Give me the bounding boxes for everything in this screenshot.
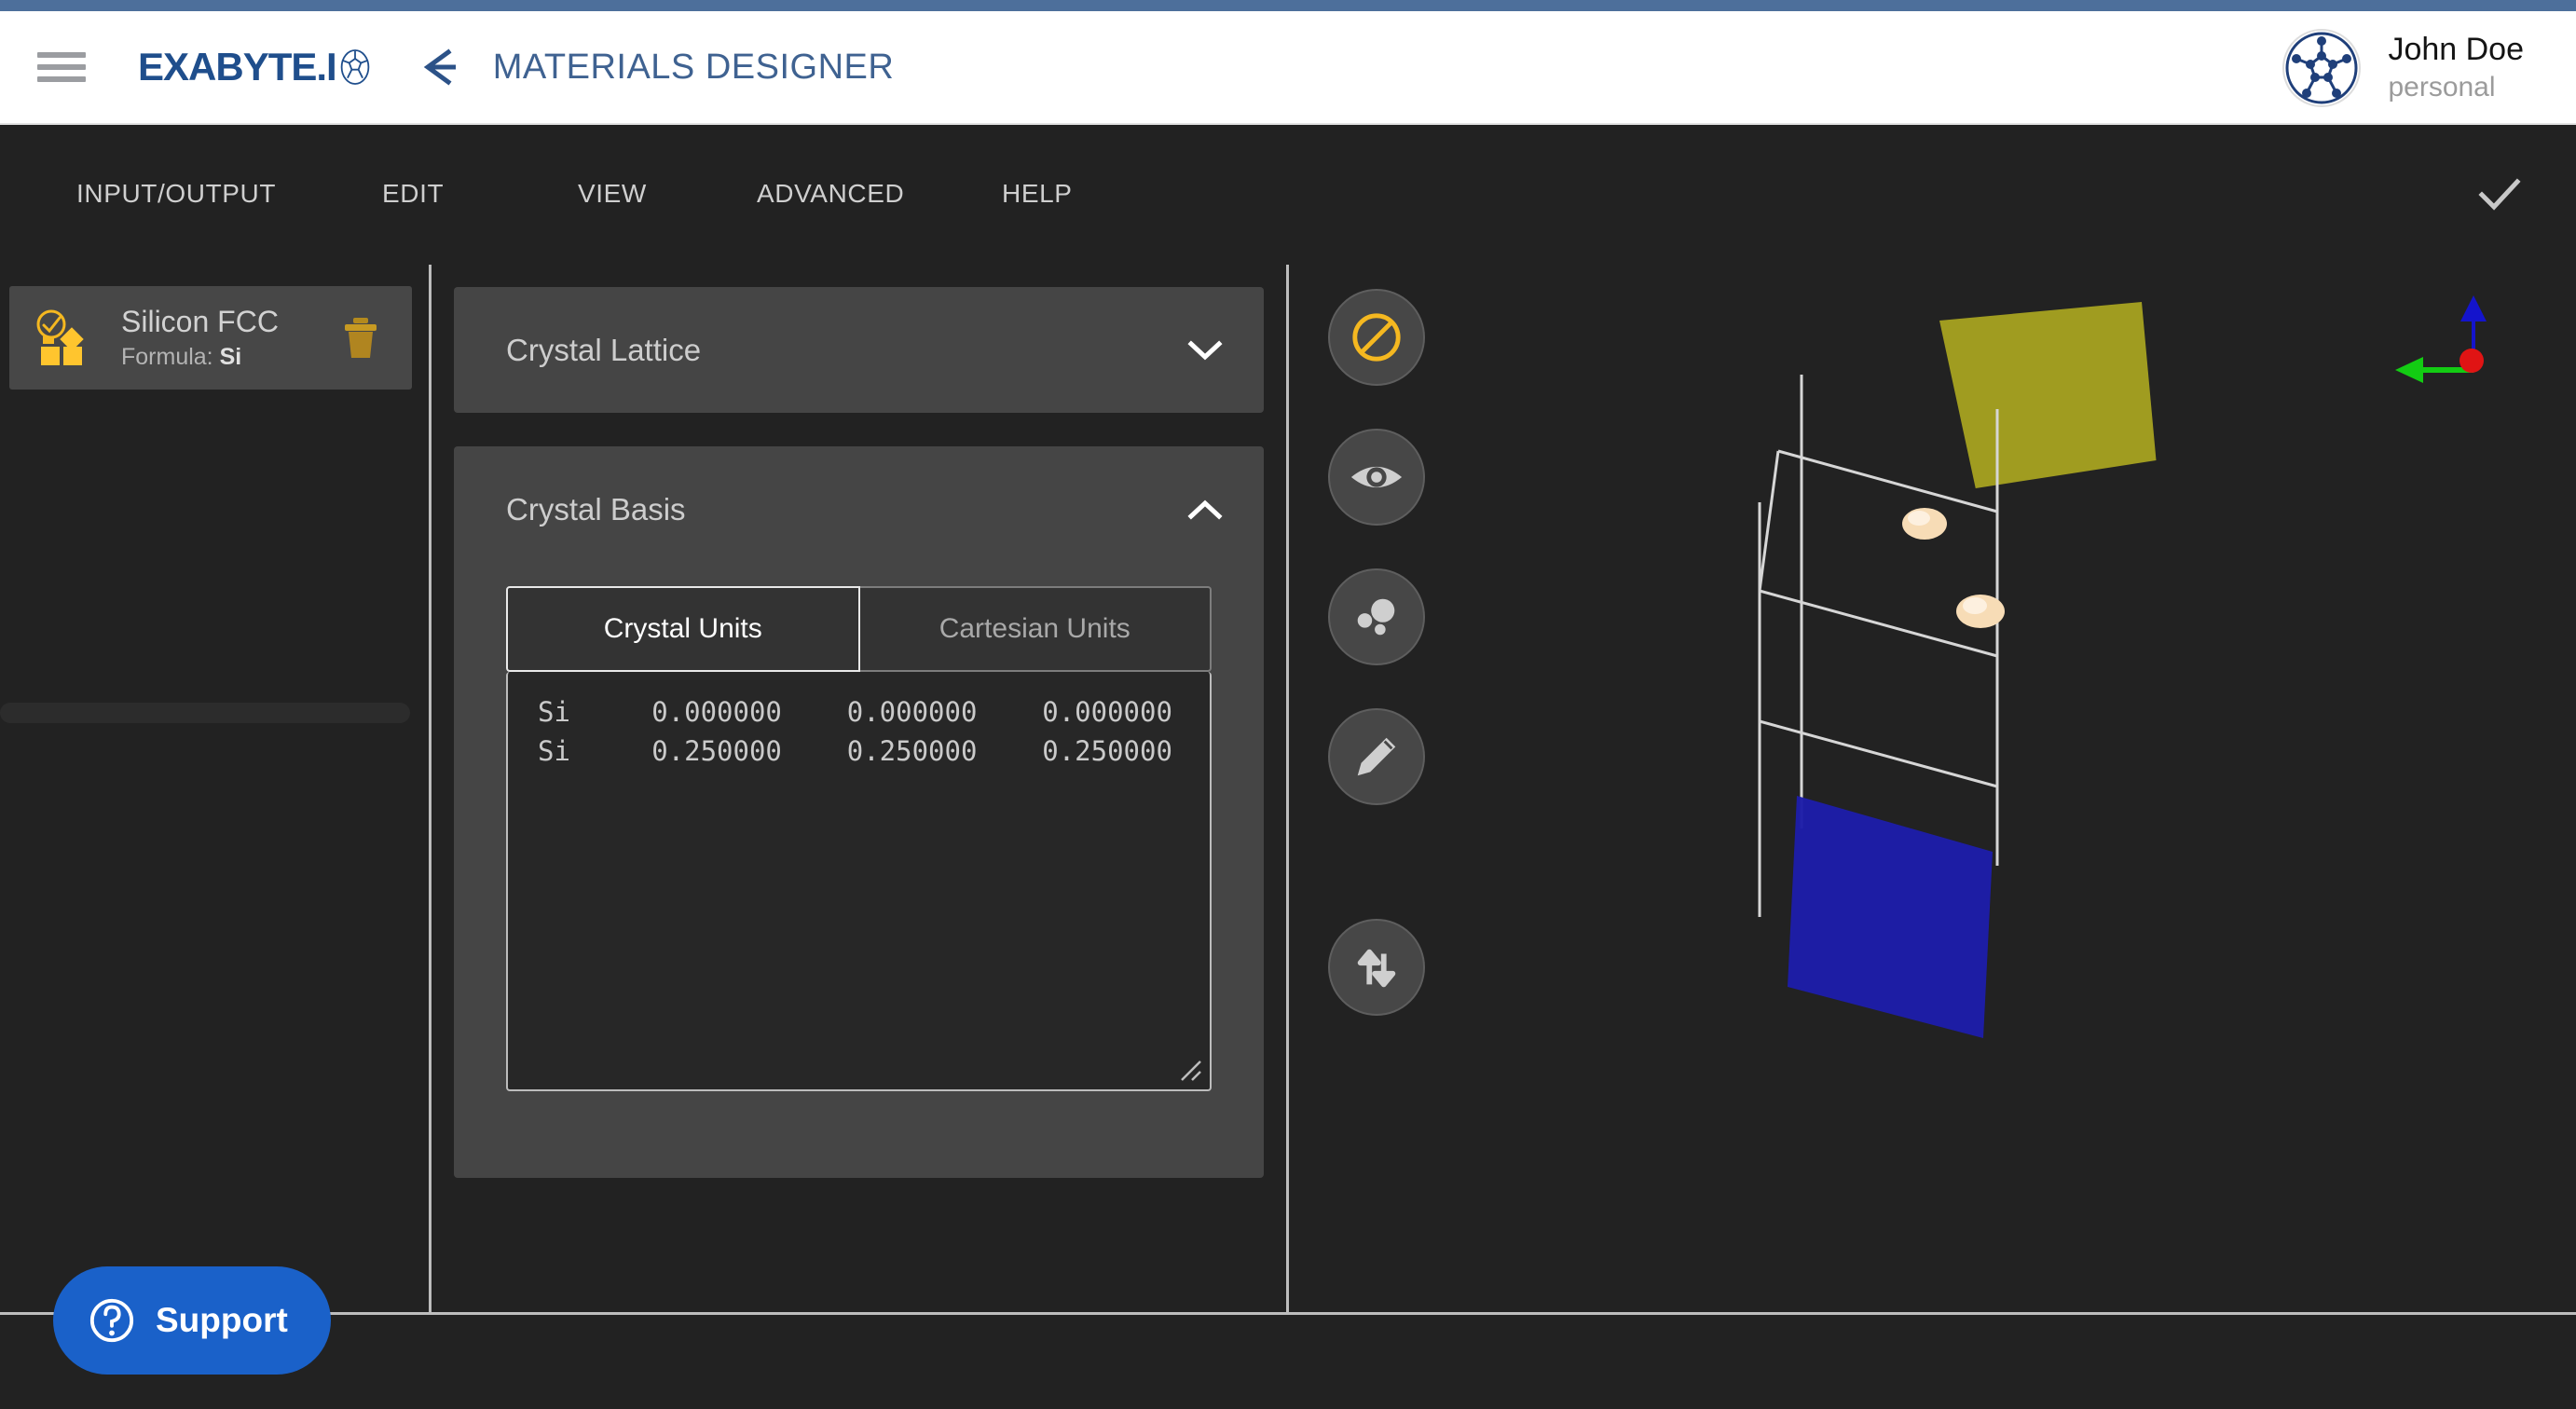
material-formula-label: Formula: (121, 343, 213, 370)
crystal-basis-header[interactable]: Crystal Basis (454, 446, 1264, 572)
material-list-item[interactable]: Silicon FCC Formula: Si (9, 286, 412, 390)
back-arrow-icon[interactable] (413, 41, 465, 93)
tool-edit-button[interactable] (1328, 708, 1425, 805)
axis-gizmo[interactable] (2362, 288, 2520, 400)
tab-cartesian-units[interactable]: Cartesian Units (859, 586, 1212, 672)
atoms-icon (1357, 598, 1395, 636)
sidebar-scrollbar[interactable] (0, 703, 410, 723)
basis-units-tabs: Crystal Units Cartesian Units (506, 586, 1212, 672)
crystal-basis-title: Crystal Basis (506, 491, 686, 527)
tool-no-entry-button[interactable] (1328, 289, 1425, 386)
user-profile[interactable]: John Doe personal (2281, 11, 2524, 125)
crystal-structure-scene[interactable] (1289, 265, 2576, 1312)
menu-item-view[interactable]: VIEW (578, 179, 647, 208)
bottom-bar: Support (0, 1266, 2576, 1409)
user-meta: John Doe personal (2388, 31, 2524, 105)
crystal-basis-panel: Crystal Basis Crystal Units Cartesian Un… (454, 446, 1264, 1178)
material-info: Silicon FCC Formula: Si (121, 303, 341, 374)
menu-item-input-output[interactable]: INPUT/OUTPUT (76, 179, 277, 208)
tool-visibility-button[interactable] (1328, 429, 1425, 526)
viewer-toolbar (1328, 289, 1425, 1059)
app-header: EXABYTE.I MATERIALS DESIGNER (0, 11, 2576, 125)
checkmark-icon[interactable] (2474, 169, 2525, 219)
support-button[interactable]: Support (53, 1266, 331, 1375)
brand-label: EXABYTE.I (138, 45, 337, 89)
eye-icon (1350, 466, 1403, 488)
y-axis-arrow (2395, 357, 2423, 383)
menu-item-help[interactable]: HELP (1002, 179, 1073, 208)
sidebar-divider (429, 265, 432, 1312)
up-down-arrows-icon (1357, 949, 1396, 988)
main-menubar: INPUT/OUTPUT EDIT VIEW ADVANCED HELP (0, 125, 2576, 263)
check-blocks-icon (36, 309, 84, 365)
hamburger-icon[interactable] (37, 48, 86, 86)
pencil-icon (1357, 737, 1396, 776)
page-title: MATERIALS DESIGNER (492, 47, 895, 87)
viewer-divider (1286, 265, 1289, 1312)
top-accent-bar (0, 0, 2576, 11)
properties-panel-column: Crystal Lattice Crystal Basis Crystal Un… (432, 265, 1286, 1312)
question-circle-icon (89, 1298, 134, 1343)
material-formula: Formula: Si (121, 342, 341, 374)
basis-row: Si 0.000000 0.000000 0.000000 (538, 696, 1172, 728)
tab-crystal-units[interactable]: Crystal Units (506, 586, 860, 672)
menu-item-edit[interactable]: EDIT (382, 179, 445, 208)
chevron-up-icon[interactable] (1187, 498, 1223, 522)
fullerene-logo-icon (340, 49, 370, 85)
material-formula-value: Si (219, 343, 242, 370)
tool-sort-button[interactable] (1328, 919, 1425, 1016)
no-entry-icon (1352, 313, 1401, 362)
workspace-bottom-divider (0, 1312, 2576, 1315)
support-label: Support (156, 1301, 288, 1339)
x-axis-dot (2460, 349, 2484, 373)
brand-logo[interactable]: EXABYTE.I (138, 45, 372, 89)
resize-grip-icon[interactable] (1176, 1056, 1204, 1084)
menu-item-advanced[interactable]: ADVANCED (757, 179, 905, 208)
fullerene-avatar-icon (2282, 29, 2362, 107)
workspace: Silicon FCC Formula: Si Crystal (0, 265, 2576, 1315)
chevron-down-icon[interactable] (1187, 338, 1223, 363)
structure-viewer[interactable] (1289, 265, 2576, 1312)
basis-row: Si 0.250000 0.250000 0.250000 (538, 735, 1172, 768)
trash-icon[interactable] (341, 316, 380, 361)
crystal-lattice-panel: Crystal Lattice (454, 287, 1264, 413)
basis-coordinates-textarea[interactable]: Si 0.000000 0.000000 0.000000 Si 0.25000… (506, 672, 1212, 1091)
user-name: John Doe (2388, 32, 2524, 68)
crystal-lattice-title: Crystal Lattice (506, 332, 702, 367)
tool-atoms-button[interactable] (1328, 568, 1425, 665)
crystal-lattice-header[interactable]: Crystal Lattice (454, 287, 1264, 413)
user-account-type: personal (2388, 71, 2496, 103)
z-axis-arrow (2460, 295, 2487, 321)
material-name: Silicon FCC (121, 304, 279, 338)
materials-sidebar: Silicon FCC Formula: Si (0, 265, 429, 1312)
